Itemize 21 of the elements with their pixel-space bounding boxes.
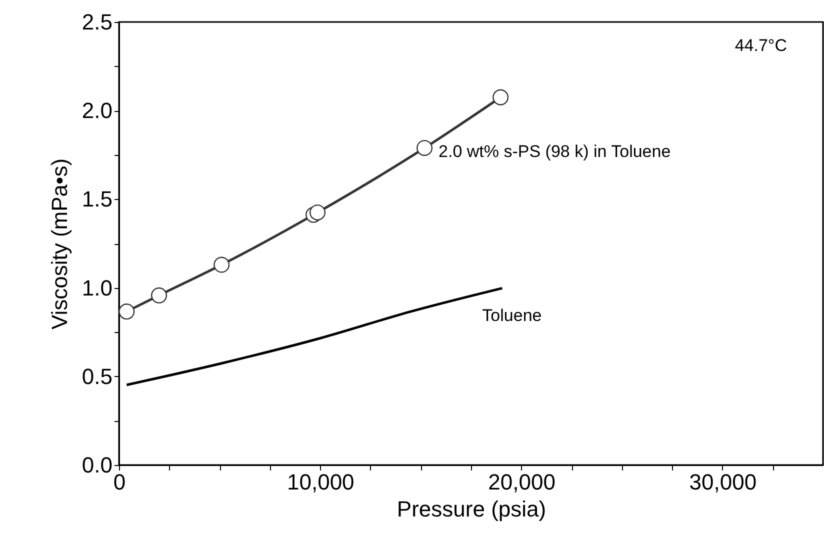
point: [151, 287, 168, 304]
y-tick-label: 1.0: [82, 275, 112, 300]
y-tick-label: 2.0: [82, 98, 112, 124]
y-tick-label: 2.5: [82, 10, 112, 34]
series-label: Toluene: [482, 306, 542, 326]
x-tick-label: 0: [113, 470, 126, 494]
y-axis-title: Viscosity (mPa•s): [46, 158, 72, 330]
series-label: 2.0 wt% s-PS (98 k) in Toluene: [438, 142, 671, 161]
point: [492, 89, 509, 106]
point: [310, 204, 326, 220]
y-tick-label: 0.0: [82, 452, 112, 478]
y-tick-label: 0.5: [82, 364, 112, 389]
point: [214, 256, 230, 273]
point: [118, 304, 135, 320]
x-tick-label: 10,000: [286, 470, 354, 494]
y-tick-label: 1.5: [82, 186, 112, 212]
annotation: 44.7°C: [734, 36, 787, 55]
x-tick-label: 30,000: [689, 470, 757, 494]
x-axis-title: Pressure (psia): [396, 496, 546, 522]
x-tick-label: 20,000: [488, 470, 556, 494]
point: [416, 140, 433, 156]
